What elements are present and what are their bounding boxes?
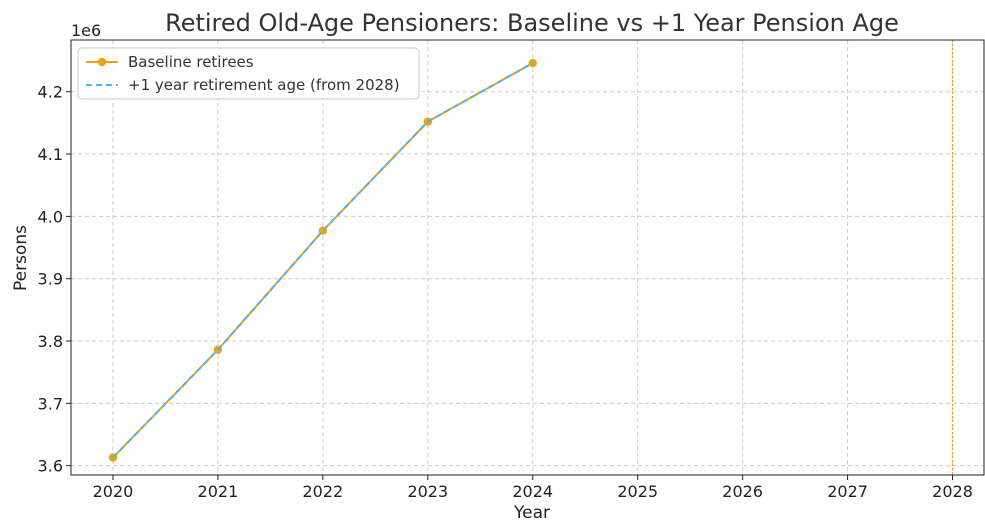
y-axis-ticks: 3.6 3.7 3.8 3.9 4.0 4.1 4.2 (38, 83, 71, 476)
y-tick-label: 3.9 (38, 270, 63, 289)
y-axis-label: Persons (11, 225, 31, 291)
legend-label-plus-one-year: +1 year retirement age (from 2028) (128, 76, 400, 94)
grid (71, 40, 984, 475)
y-tick-label: 3.8 (38, 332, 63, 351)
plus-one-year-line (112, 62, 534, 459)
x-tick-label: 2027 (827, 482, 868, 501)
x-tick-label: 2020 (93, 482, 134, 501)
y-tick-label: 3.7 (38, 394, 63, 413)
x-tick-label: 2026 (722, 482, 763, 501)
x-axis-label: Year (513, 503, 550, 520)
y-tick-label: 4.2 (38, 83, 63, 102)
x-tick-label: 2022 (303, 482, 344, 501)
plot-frame (70, 39, 985, 476)
y-tick-label: 4.1 (38, 145, 63, 164)
legend-marker-baseline (97, 57, 107, 67)
x-tick-label: 2025 (617, 482, 658, 501)
y-tick-label: 4.0 (38, 207, 63, 226)
series-layer (108, 58, 537, 462)
y-axis-offset-label: 1e6 (71, 21, 101, 40)
legend: Baseline retirees +1 year retirement age… (77, 47, 420, 100)
chart-title: Retired Old-Age Pensioners: Baseline vs … (165, 9, 899, 37)
x-tick-label: 2023 (407, 482, 448, 501)
x-tick-label: 2024 (512, 482, 553, 501)
y-tick-label: 3.6 (38, 457, 63, 476)
x-tick-label: 2021 (198, 482, 239, 501)
legend-box (77, 47, 420, 100)
x-tick-label: 2028 (932, 482, 973, 501)
x-axis-ticks: 2020 2021 2022 2023 2024 2025 2026 2027 2028 (93, 475, 973, 501)
legend-label-baseline: Baseline retirees (128, 53, 254, 71)
